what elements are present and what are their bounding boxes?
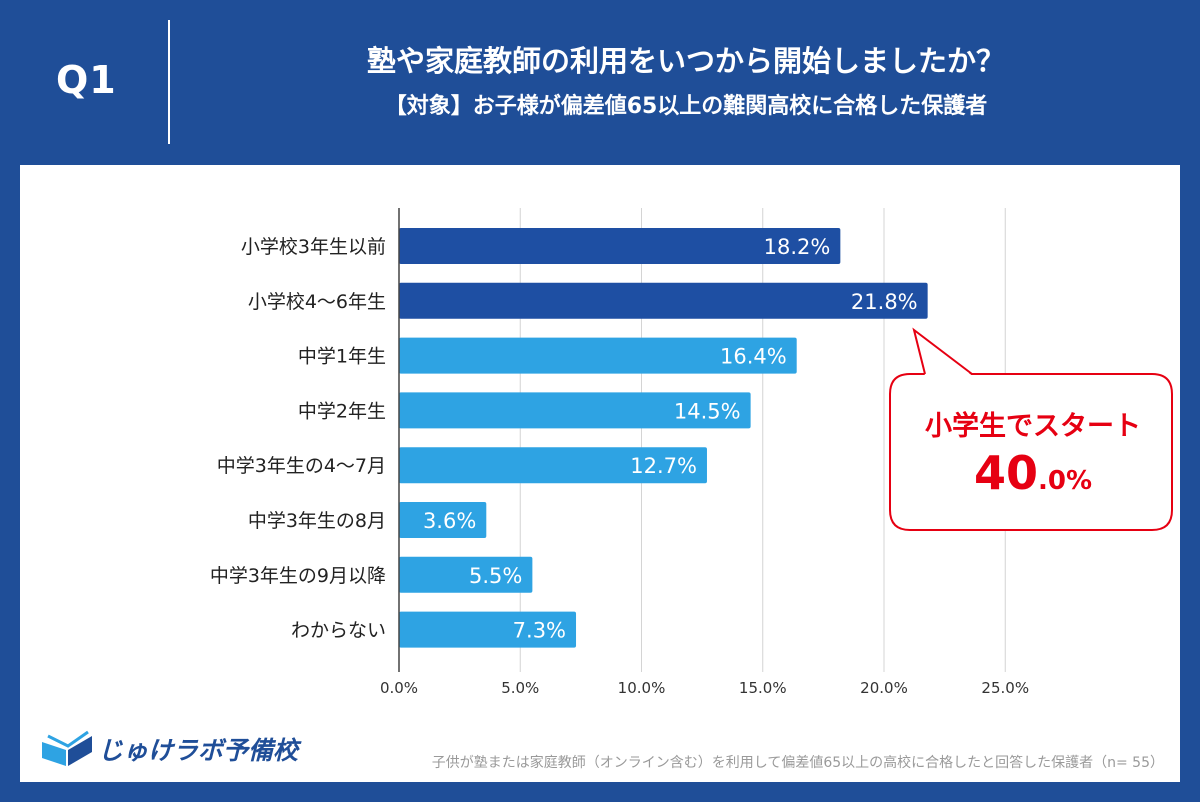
- x-tick-label: 10.0%: [618, 679, 666, 697]
- category-label: 小学校3年生以前: [241, 236, 386, 258]
- x-tick-label: 0.0%: [380, 679, 418, 697]
- bar: [399, 337, 797, 374]
- x-tick-label: 15.0%: [739, 679, 787, 697]
- callout-value-int: 40: [973, 446, 1038, 500]
- header: Q1 塾や家庭教師の利用をいつから開始しましたか？ 【対象】お子様が偏差値65以…: [0, 0, 1200, 165]
- page-subtitle: 【対象】お子様が偏差値65以上の難関高校に合格した保護者: [384, 94, 988, 119]
- bar: [399, 611, 577, 648]
- bar-value-label: 21.8%: [851, 290, 918, 314]
- x-tick-label: 25.0%: [981, 679, 1029, 697]
- category-label: わからない: [291, 620, 386, 642]
- bar: [399, 556, 533, 593]
- callout-value: 40.0%: [892, 446, 1174, 500]
- x-tick-label: 5.0%: [501, 679, 539, 697]
- category-label: 中学3年生の8月: [248, 510, 386, 532]
- logo-text: じゅけラボ予備校: [98, 736, 299, 765]
- bar: [399, 447, 707, 484]
- question-number: Q1: [56, 58, 117, 102]
- bar: [399, 282, 928, 319]
- header-divider: [168, 20, 170, 144]
- bar-value-label: 16.4%: [720, 345, 787, 369]
- category-label: 小学校4～6年生: [248, 291, 386, 313]
- bar-value-label: 5.5%: [469, 564, 522, 588]
- page-title: 塾や家庭教師の利用をいつから開始しましたか？: [366, 44, 1005, 78]
- category-label: 中学3年生の9月以降: [210, 565, 386, 587]
- bar: [399, 228, 841, 264]
- category-label: 中学1年生: [298, 346, 386, 368]
- bar-value-label: 12.7%: [630, 454, 697, 478]
- callout-value-dec: .0%: [1037, 466, 1093, 496]
- callout-tail: [912, 327, 973, 375]
- callout-bubble: [889, 373, 1173, 531]
- category-label: 中学2年生: [298, 400, 386, 422]
- category-label: 中学3年生の4～7月: [217, 455, 386, 477]
- bar-value-label: 7.3%: [513, 619, 566, 643]
- book-logo-icon: [42, 730, 92, 766]
- x-tick-label: 20.0%: [860, 679, 908, 697]
- callout-text: 小学生でスタート: [925, 411, 1141, 442]
- bar-value-label: 18.2%: [764, 235, 831, 259]
- bar-value-label: 14.5%: [674, 399, 741, 423]
- bar: [399, 392, 751, 429]
- bar: [399, 502, 487, 538]
- footnote: 子供が塾または家庭教師（オンライン含む）を利用して偏差値65以上の高校に合格した…: [431, 755, 1164, 771]
- bar-value-label: 3.6%: [423, 509, 476, 533]
